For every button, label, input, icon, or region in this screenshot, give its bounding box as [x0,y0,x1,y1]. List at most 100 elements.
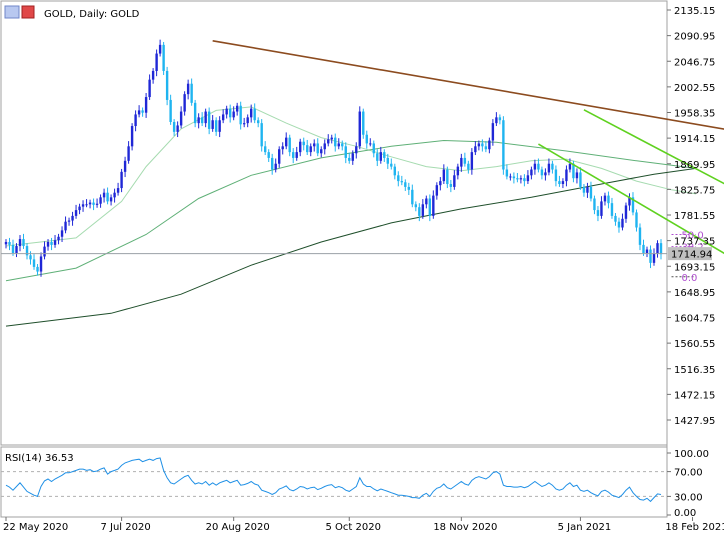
candle-body [488,140,491,150]
candle-body [638,227,642,245]
candle-body [263,146,267,153]
last-price-marker: 1714.94 [668,247,712,261]
price-tick-label: 1737.35 [674,237,715,248]
candle-body [418,207,421,216]
candle-body [369,143,372,145]
candle-body [123,160,127,172]
rsi-tick-label: 30.00 [674,492,703,503]
candle-body [113,192,116,198]
candle-body [313,143,316,147]
candle-body [635,212,638,228]
candle-body [306,145,309,153]
candle-body [88,202,92,205]
candle-body [274,163,277,170]
candle-body [221,114,225,121]
candle-body [537,163,540,170]
candle-body [22,239,25,247]
candle-body [516,178,519,180]
candle-body [589,186,593,199]
candle-body [386,157,389,164]
candle-body [575,172,579,179]
candle-body [355,146,358,154]
candle-body [442,169,446,182]
time-tick-label: 18 Feb 2021 [665,522,724,533]
price-tick-label: 2002.55 [674,83,715,94]
candle-body [491,123,495,141]
candle-body [411,189,414,205]
candle-body [183,94,186,112]
candle-body [512,176,516,179]
candle-body [81,204,85,207]
candle-body [260,123,263,147]
candle-body [330,137,333,140]
price-tick-label: 1427.95 [674,416,715,427]
candle-body [207,111,211,129]
time-tick-label: 18 Nov 2020 [433,522,497,533]
candle-body [582,186,586,193]
candle-body [568,163,572,170]
candle-body [190,83,193,103]
candle-body [502,120,505,170]
candle-body [435,185,439,196]
candle-body [540,169,544,176]
candle-body [484,146,488,150]
candle-body [642,244,645,254]
candle-body [456,166,460,176]
candle-body [50,241,53,245]
candle-body [621,218,624,228]
candle-body [603,195,607,202]
candle-body [127,146,130,161]
candle-body [649,249,652,263]
period-icon [21,5,35,19]
candle-body [495,117,498,124]
candle-body [148,79,151,98]
candle-body [302,141,305,146]
candle-body [351,153,354,161]
candle-body [558,181,561,185]
candle-body [176,125,179,132]
fib-level-label: 50.0 [682,230,704,241]
last-price-box [668,247,712,261]
rsi-tick-label: 100.00 [674,449,709,460]
candle-body [137,110,141,115]
candle-body [421,204,425,216]
candle-body [278,149,281,164]
candle-body [29,255,32,260]
main-plot-frame [0,0,668,446]
candle-body [376,153,379,161]
candle-body [593,198,596,211]
candle-body [218,120,221,132]
candle-body [656,243,659,254]
price-tick-label: 1869.95 [674,160,715,171]
price-tick-label: 1472.15 [674,390,715,401]
time-axis: 22 May 2020 7 Jul 2020 20 Aug 2020 5 Oct 20… [3,517,724,533]
candle-body [344,146,347,158]
candle-body [36,266,39,272]
channel-upper-line [583,109,724,185]
candle-body [64,221,67,231]
candle-body [519,178,523,180]
candle-body [586,186,589,193]
candle-body [60,230,64,237]
candle-body [25,246,29,256]
candle-body [572,163,575,179]
candle-body [614,215,617,222]
rsi-line [5,457,662,503]
candle-body [102,192,106,198]
candle-body [120,171,123,189]
candle-body [320,149,323,154]
price-tick-label: 1693.15 [674,262,715,273]
candle-body [144,97,148,113]
candle-body [470,152,474,170]
rsi-tick-label: 70.00 [674,468,703,479]
candle-body [617,221,621,228]
candle-body [95,203,99,205]
candle-body [533,163,537,170]
candle-body [155,53,158,71]
channel-lower-line [538,143,724,255]
candle-body [554,169,558,182]
candle-body [39,256,43,272]
candle-body [600,201,603,216]
